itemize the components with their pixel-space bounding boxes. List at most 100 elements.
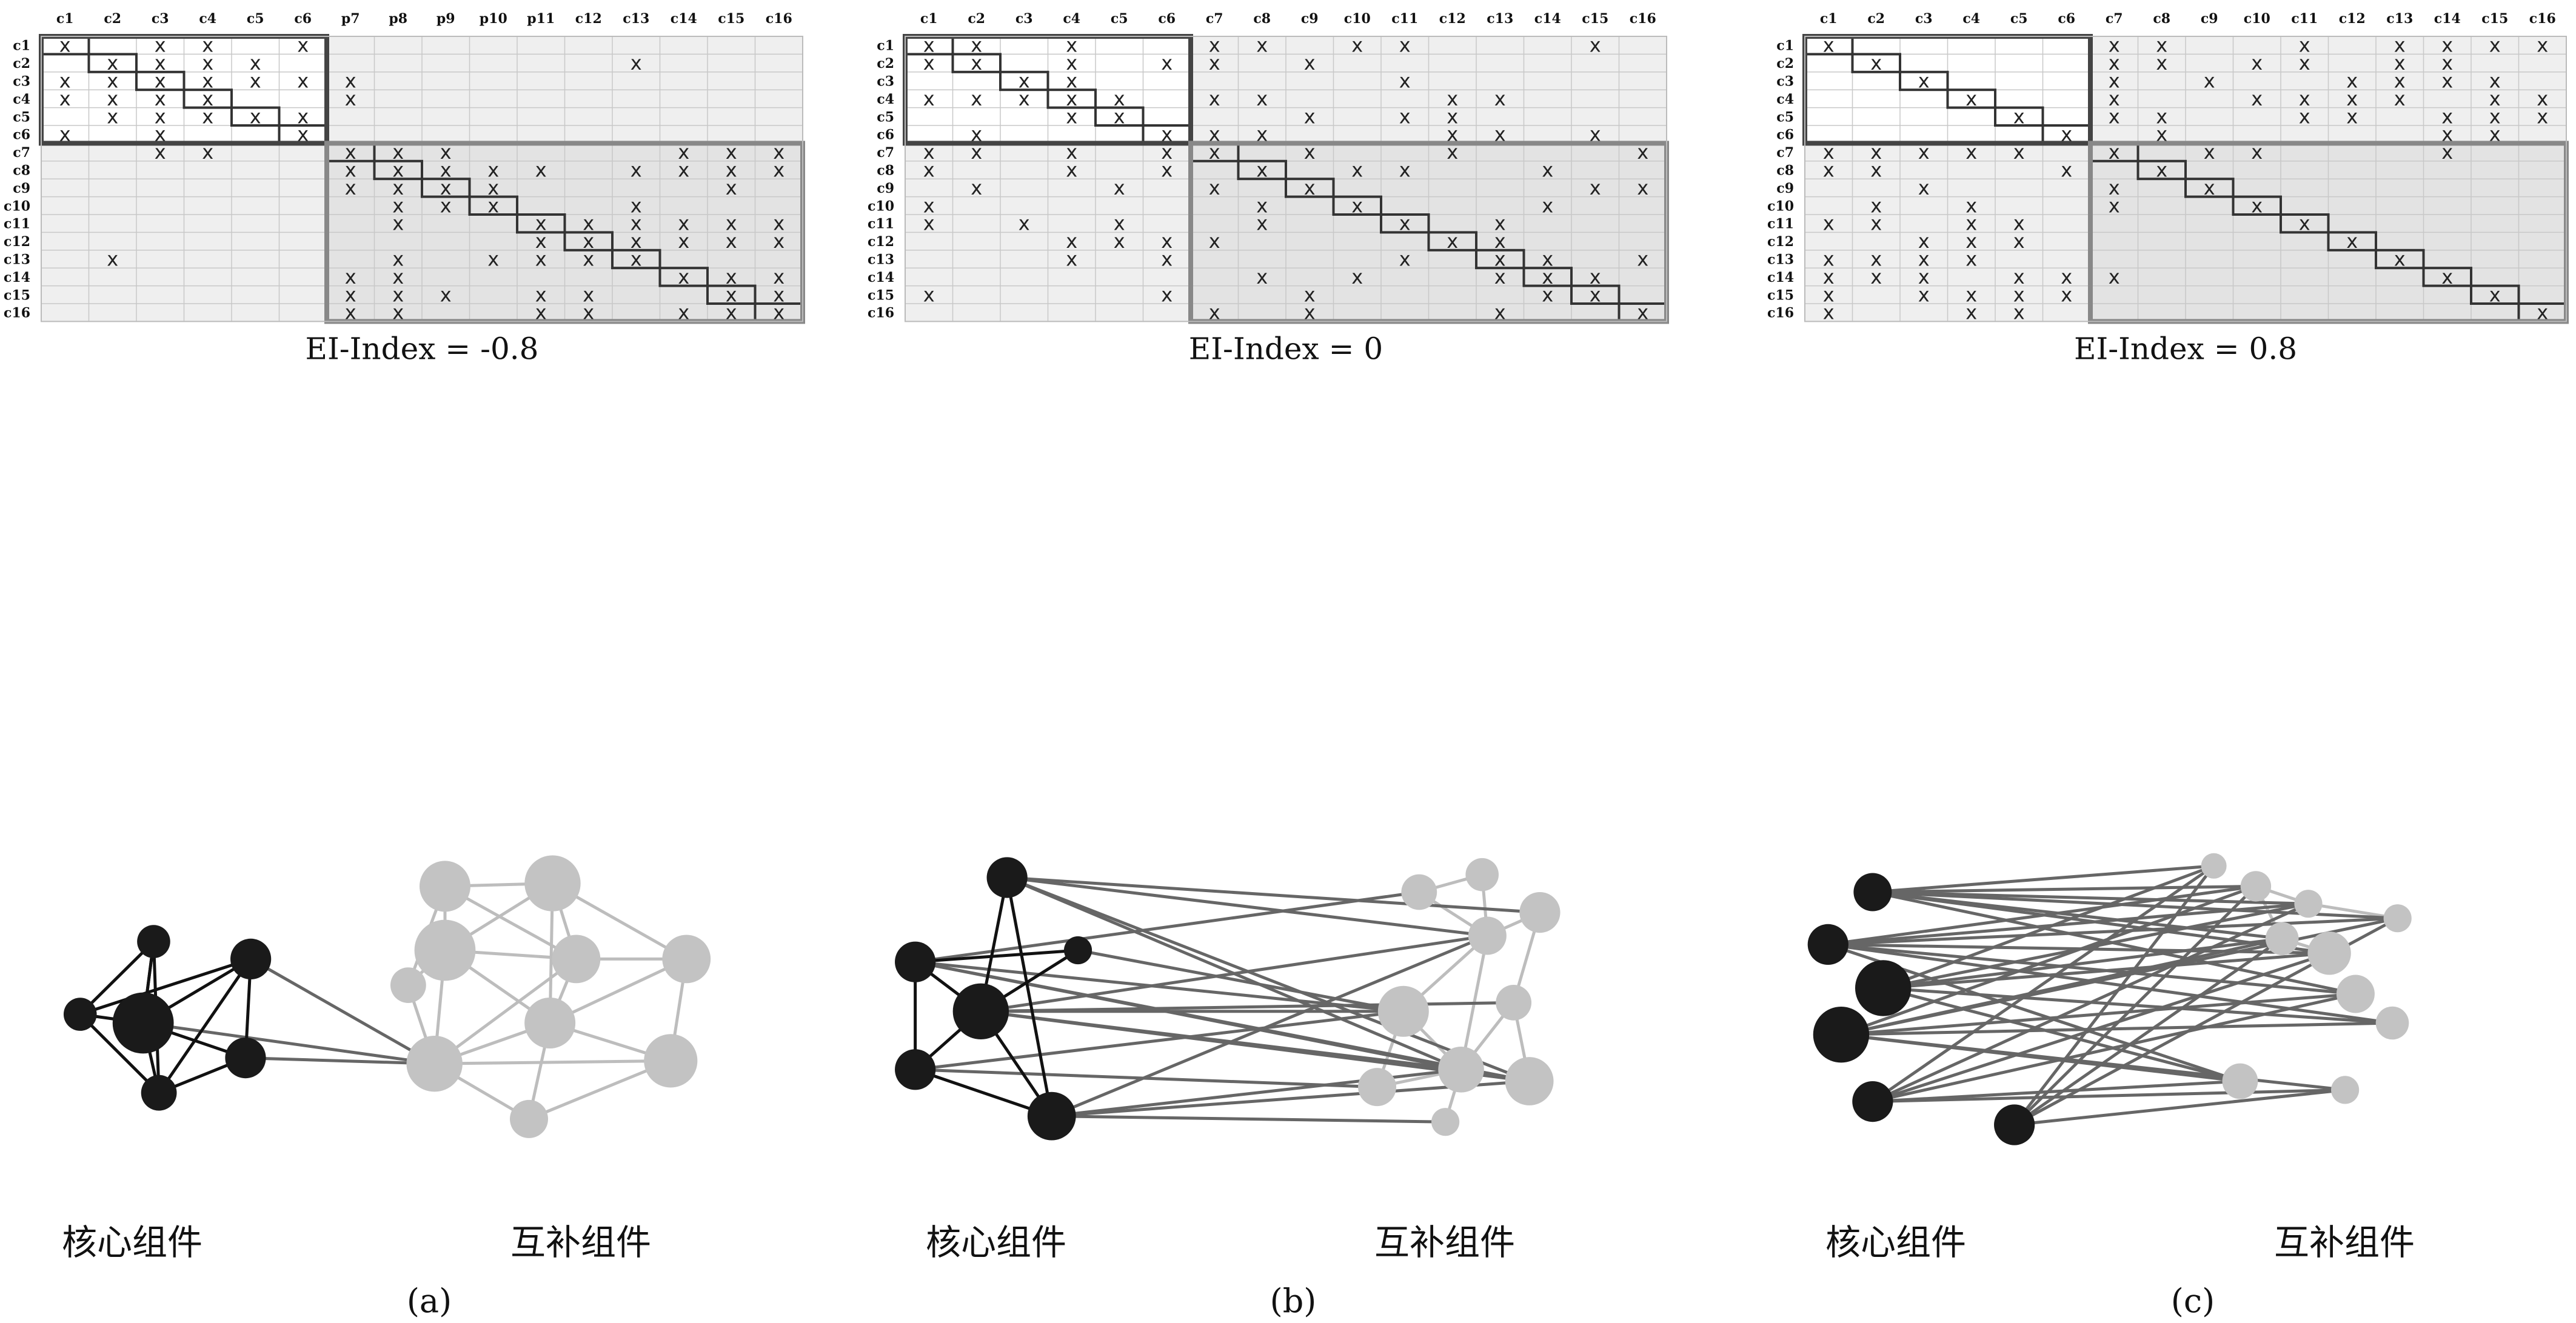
matrix-mark: x <box>2251 141 2263 164</box>
matrix-mark: x <box>726 141 737 164</box>
matrix-mark: x <box>1066 34 1077 57</box>
matrix-mark: x <box>392 194 404 217</box>
row-header-c16: c16 <box>868 305 894 321</box>
matrix-mark: x <box>535 212 547 235</box>
matrix-mark: x <box>1637 301 1648 324</box>
cross-edge <box>250 958 435 1065</box>
cross-edge <box>1872 902 2309 1103</box>
row-header-c4: c4 <box>1776 92 1794 107</box>
matrix-mark: x <box>297 70 309 93</box>
col-header-c16: c16 <box>766 11 792 27</box>
complement-node <box>1519 892 1561 933</box>
diagonal-cell-outline <box>2327 231 2377 252</box>
matrix-mark: x <box>1494 248 1506 271</box>
col-header-c2: c2 <box>104 11 121 27</box>
row-header-c5: c5 <box>13 109 30 125</box>
row-header-c14: c14 <box>1767 270 1794 285</box>
matrix-mark: x <box>1918 70 1930 93</box>
matrix-mark: x <box>971 87 982 110</box>
matrix-mark: x <box>1114 105 1125 128</box>
matrix-mark: x <box>1161 283 1173 306</box>
matrix-mark: x <box>923 87 935 110</box>
complement-node <box>2336 975 2375 1013</box>
matrix-mark: x <box>1823 283 1835 306</box>
matrix-mark: x <box>773 159 785 182</box>
matrix-mark: x <box>631 230 642 253</box>
matrix-mark: x <box>202 52 213 75</box>
row-header-c7: c7 <box>877 145 894 161</box>
cross-edge <box>1841 885 2257 1036</box>
matrix-mark: x <box>250 52 261 75</box>
matrix-mark: x <box>1019 70 1030 93</box>
matrix-mark: x <box>1066 230 1077 253</box>
matrix-mark: x <box>1256 87 1268 110</box>
matrix-mark: x <box>2204 70 2215 93</box>
matrix-mark: x <box>1209 176 1220 199</box>
core-node <box>1855 960 1912 1016</box>
col-header-c7: c7 <box>2106 11 2123 27</box>
diagonal-cell-outline <box>2422 267 2472 287</box>
matrix-mark: x <box>1209 87 1220 110</box>
matrix-mark: x <box>1161 52 1173 75</box>
matrix-mark: x <box>583 230 594 253</box>
matrix-mark: x <box>923 141 935 164</box>
complementary-components-label: 互补组件 <box>510 1222 651 1263</box>
matrix-mark: x <box>345 283 356 306</box>
matrix-mark: x <box>1304 283 1316 306</box>
core-edge <box>1005 877 1054 1117</box>
cross-edge <box>1827 884 2257 946</box>
cross-edge <box>1051 1115 1446 1124</box>
row-header-c13: c13 <box>4 252 30 268</box>
complement-node <box>644 1034 698 1088</box>
cross-edge <box>1872 890 2309 905</box>
row-header-c1: c1 <box>13 38 30 54</box>
row-header-c10: c10 <box>4 198 30 214</box>
complement-node <box>2265 922 2299 956</box>
matrix-mark: x <box>2346 105 2358 128</box>
col-header-c5: c5 <box>2010 11 2028 27</box>
diagonal-cell-outline <box>2470 284 2520 305</box>
panel-caption: (c) <box>2171 1282 2215 1320</box>
diagonal-cell-outline <box>2184 178 2235 198</box>
matrix-mark: x <box>2109 105 2120 128</box>
row-header-c7: c7 <box>1776 145 1794 161</box>
col-header-c7: c7 <box>1206 11 1223 27</box>
matrix-mark: x <box>726 212 737 235</box>
matrix-mark: x <box>297 34 309 57</box>
matrix-mark: x <box>2394 70 2406 93</box>
matrix-mark: x <box>202 105 213 128</box>
matrix-mark: x <box>2441 141 2453 164</box>
panel-b: c1 c2 c3 c4 c5 c6 c7 c8 c9 c10 c11 c12 c13 c14 c15 c16 c… <box>868 11 1669 1320</box>
matrix-mark: x <box>1823 265 1835 288</box>
matrix-mark: x <box>1209 301 1220 324</box>
matrix-mark: x <box>1965 301 1977 324</box>
core-node <box>1853 873 1892 911</box>
matrix-mark: x <box>59 123 71 146</box>
matrix-mark: x <box>1870 194 1882 217</box>
complement-node <box>1468 916 1507 955</box>
matrix-mark: x <box>2537 105 2548 128</box>
matrix-mark: x <box>487 194 499 217</box>
matrix-mark: x <box>1114 230 1125 253</box>
col-header-c13: c13 <box>2386 11 2413 27</box>
matrix-mark: x <box>2061 265 2072 288</box>
matrix-mark: x <box>440 283 452 306</box>
matrix-mark: x <box>1114 212 1125 235</box>
col-header-c14: c14 <box>671 11 697 27</box>
matrix-mark: x <box>2441 105 2453 128</box>
matrix-mark: x <box>1870 265 1882 288</box>
col-header-c3: c3 <box>1915 11 1933 27</box>
matrix-mark: x <box>1965 283 1977 306</box>
col-header-c8: c8 <box>2153 11 2170 27</box>
matrix-mark: x <box>678 159 689 182</box>
core-node <box>1994 1104 2035 1145</box>
matrix-mark: x <box>923 212 935 235</box>
diagonal-cell-outline <box>1946 88 1996 109</box>
matrix-mark: x <box>1209 52 1220 75</box>
matrix-mark: x <box>583 301 594 324</box>
matrix-mark: x <box>2394 248 2406 271</box>
matrix-mark: x <box>1542 283 1553 306</box>
diagonal-cell-outline <box>1522 267 1573 287</box>
matrix-mark: x <box>773 212 785 235</box>
matrix-mark: x <box>773 283 785 306</box>
